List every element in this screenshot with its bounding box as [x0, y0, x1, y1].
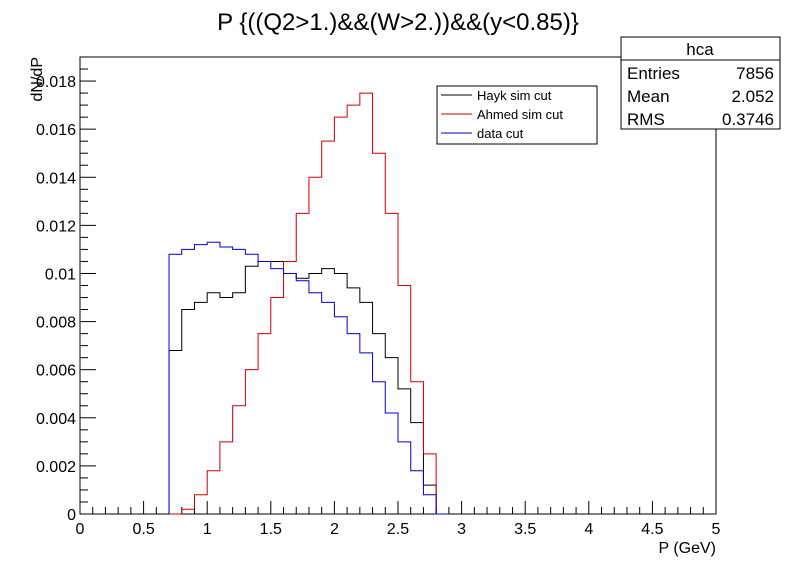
- y-tick-label: 0.014: [36, 170, 76, 187]
- x-tick-label: 5: [712, 521, 721, 538]
- stats-label-rms: RMS: [627, 110, 665, 129]
- y-axis-title: dN/dP: [29, 57, 46, 101]
- legend-label-ahmed: Ahmed sim cut: [477, 107, 563, 122]
- stats-frame: [620, 36, 781, 130]
- x-tick-label: 1: [203, 521, 212, 538]
- legend: Hayk sim cut Ahmed sim cut data cut: [436, 85, 598, 145]
- stats-value-entries: 7856: [736, 64, 774, 83]
- stats-box: hca Entries 7856 Mean 2.052 RMS 0.3746: [620, 36, 781, 130]
- legend-box: [436, 85, 598, 145]
- x-tick-label: 2.5: [387, 521, 409, 538]
- y-tick-labels: 0 0.002 0.004 0.006 0.008 0.01 0.012 0.014 0.016…: [36, 74, 76, 524]
- y-tick-label: 0.018: [36, 74, 76, 91]
- x-tick-label: 0: [76, 521, 85, 538]
- stats-name: hca: [686, 40, 714, 59]
- stats-label-mean: Mean: [627, 87, 670, 106]
- x-tick-label: 0.5: [132, 521, 154, 538]
- x-tick-label: 1.5: [260, 521, 282, 538]
- x-axis-title: P (GeV): [659, 540, 717, 557]
- x-tick-label: 3: [457, 521, 466, 538]
- y-tick-label: 0.008: [36, 315, 76, 332]
- y-tick-label: 0.016: [36, 122, 76, 139]
- y-tick-label: 0: [67, 507, 76, 524]
- series-data-cut: [168, 241, 449, 515]
- x-tick-label: 4: [584, 521, 593, 538]
- series-hayk-sim-cut: [168, 260, 449, 515]
- stats-value-rms: 0.3746: [722, 110, 774, 129]
- x-tick-label: 2: [330, 521, 339, 538]
- legend-label-hayk: Hayk sim cut: [477, 88, 552, 103]
- y-tick-label: 0.006: [36, 363, 76, 380]
- y-tick-label: 0.004: [36, 411, 76, 428]
- x-tick-labels: 0 0.5 1 1.5 2 2.5 3 3.5 4 4.5 5: [76, 521, 721, 538]
- y-tick-label: 0.002: [36, 459, 76, 476]
- series-layer: [168, 92, 449, 515]
- stats-label-entries: Entries: [627, 64, 680, 83]
- x-tick-label: 3.5: [514, 521, 536, 538]
- x-tick-label: 4.5: [641, 521, 663, 538]
- series-ahmed-sim-cut: [169, 92, 449, 515]
- y-tick-label: 0.01: [45, 266, 76, 283]
- chart-title: P {((Q2>1.)&&(W>2.))&&(y<0.85)}: [217, 9, 579, 36]
- stats-value-mean: 2.052: [731, 87, 774, 106]
- legend-label-data: data cut: [477, 126, 524, 141]
- y-tick-label: 0.012: [36, 218, 76, 235]
